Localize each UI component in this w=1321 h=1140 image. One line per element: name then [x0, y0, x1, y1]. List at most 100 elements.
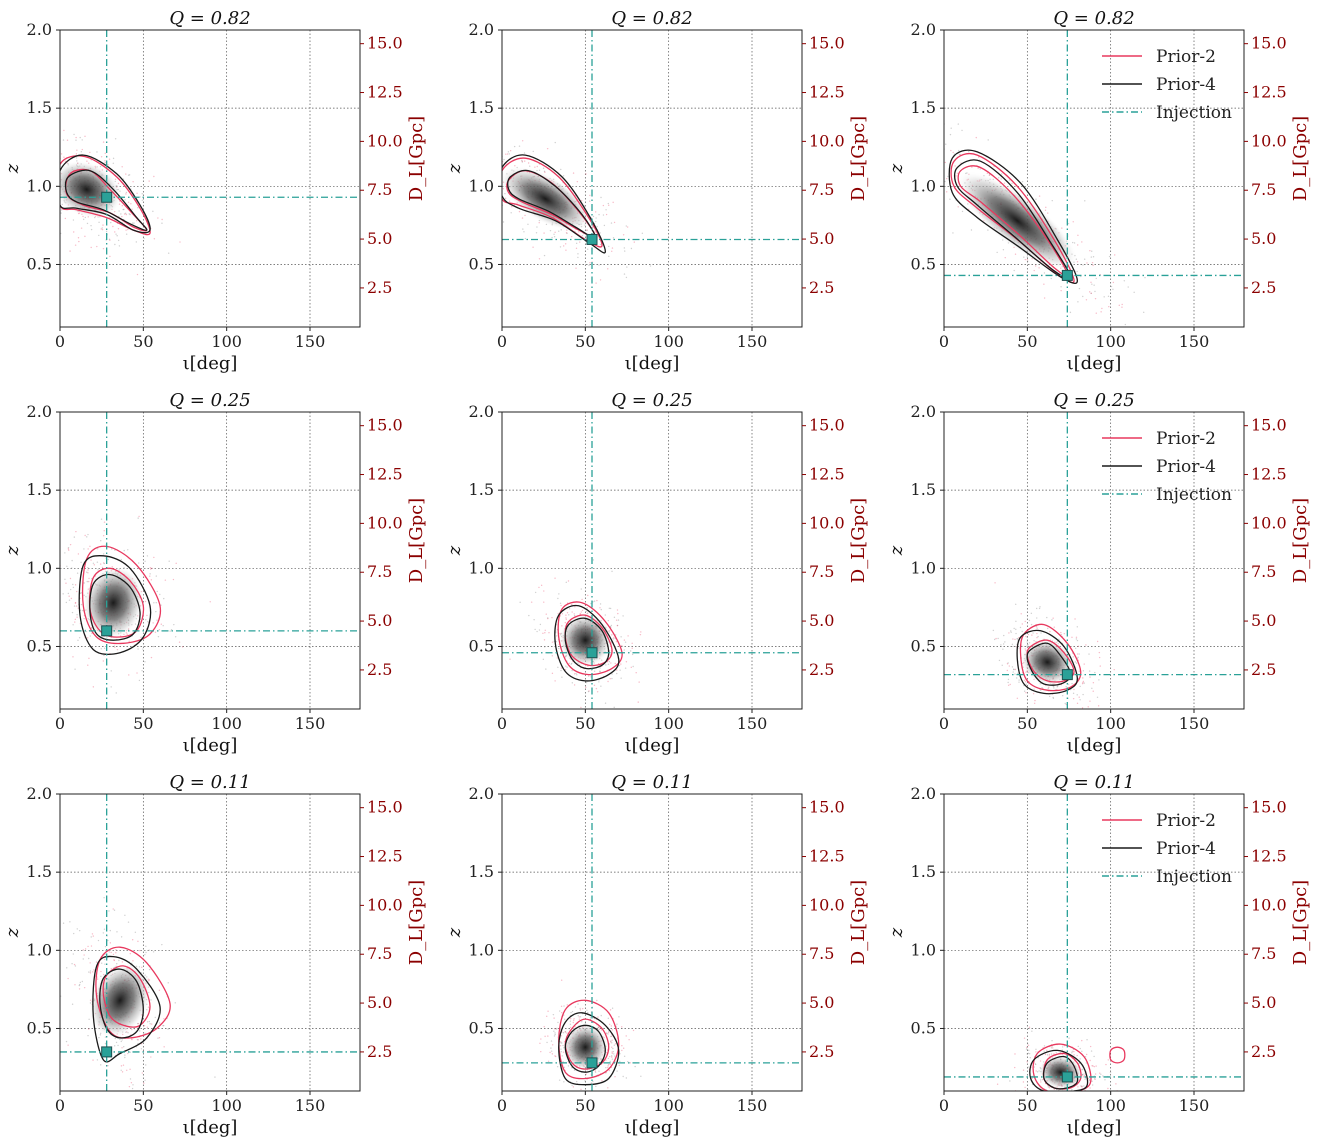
- y-tick-label: 1.0: [469, 176, 494, 195]
- x-tick-label: 50: [1017, 714, 1037, 733]
- legend-entry: Prior-2: [1156, 429, 1216, 449]
- x-tick-label: 150: [295, 714, 326, 733]
- y-right-tick-label: 12.5: [809, 465, 845, 484]
- y-axis-label: z: [2, 927, 23, 938]
- posterior-density: [502, 166, 591, 232]
- axes-frame: [501, 29, 803, 328]
- x-tick-label: 100: [653, 332, 684, 351]
- x-tick-label: 0: [497, 1096, 507, 1115]
- y-axis-label: z: [444, 927, 465, 938]
- y-right-tick-label: 5.0: [367, 611, 392, 630]
- x-tick-label: 50: [133, 714, 153, 733]
- y-tick-label: 0.5: [469, 254, 494, 273]
- y-right-tick-label: 2.5: [809, 660, 834, 679]
- y-right-tick-label: 5.0: [809, 229, 834, 248]
- posterior-density: [562, 1023, 608, 1071]
- y-right-tick-label: 10.0: [809, 895, 845, 914]
- y-axis-label: z: [886, 545, 907, 556]
- y-tick-label: 2.0: [911, 784, 936, 803]
- y-tick-label: 1.5: [911, 480, 936, 499]
- y-right-tick-label: 2.5: [809, 278, 834, 297]
- prior-4-contour: [99, 968, 144, 1039]
- posterior-density: [558, 613, 612, 667]
- prior-4-contour: [502, 154, 606, 254]
- y-right-tick-label: 10.0: [809, 513, 845, 532]
- y-right-axis-label: D_L[Gpc]: [406, 880, 427, 965]
- prior-2-contour: [1026, 639, 1075, 683]
- y-tick-label: 2.0: [27, 784, 52, 803]
- y-right-tick-label: 7.5: [367, 180, 392, 199]
- y-right-tick-label: 5.0: [809, 611, 834, 630]
- legend: Prior-2 Prior-4 Injection: [1102, 811, 1232, 887]
- axes-frame: [501, 411, 803, 710]
- axes-frame: [943, 29, 1245, 328]
- y-right-tick-label: 7.5: [367, 944, 392, 963]
- prior-4-contour: [1026, 642, 1072, 686]
- injection-marker: [101, 1046, 113, 1058]
- x-tick-label: 50: [133, 1096, 153, 1115]
- y-right-axis-label: D_L[Gpc]: [848, 880, 869, 965]
- y-axis-label: z: [2, 545, 23, 556]
- x-tick-label: 0: [55, 714, 65, 733]
- x-axis-label: ι[deg]: [1067, 735, 1122, 756]
- y-right-tick-label: 12.5: [1251, 83, 1287, 102]
- y-right-tick-label: 2.5: [367, 1042, 392, 1061]
- y-tick-label: 2.0: [27, 402, 52, 421]
- x-tick-label: 50: [575, 332, 595, 351]
- y-right-tick-label: 15.0: [367, 798, 403, 817]
- y-right-axis-label: D_L[Gpc]: [1290, 498, 1311, 583]
- x-tick-label: 150: [1179, 332, 1210, 351]
- y-tick-label: 1.0: [27, 176, 52, 195]
- x-tick-label: 50: [133, 332, 153, 351]
- x-tick-label: 100: [211, 714, 242, 733]
- y-right-tick-label: 7.5: [1251, 562, 1276, 581]
- y-right-tick-label: 15.0: [1251, 34, 1287, 53]
- x-tick-label: 150: [295, 1096, 326, 1115]
- x-tick-label: 0: [939, 332, 949, 351]
- injection-marker: [1061, 669, 1073, 681]
- x-tick-label: 150: [737, 1096, 768, 1115]
- y-right-tick-label: 2.5: [367, 660, 392, 679]
- x-tick-label: 0: [497, 714, 507, 733]
- axes-frame: [59, 793, 361, 1092]
- y-tick-label: 2.0: [469, 784, 494, 803]
- prior-2-contour: [1109, 1046, 1126, 1064]
- x-tick-label: 50: [575, 714, 595, 733]
- y-tick-label: 0.5: [469, 1018, 494, 1037]
- x-axis-label: ι[deg]: [625, 1117, 680, 1138]
- y-right-tick-label: 15.0: [1251, 416, 1287, 435]
- y-tick-label: 1.5: [911, 98, 936, 117]
- y-right-tick-label: 12.5: [1251, 465, 1287, 484]
- y-right-tick-label: 12.5: [367, 83, 403, 102]
- y-tick-label: 0.5: [469, 636, 494, 655]
- y-right-tick-label: 7.5: [367, 562, 392, 581]
- y-tick-label: 0.5: [911, 636, 936, 655]
- prior-4-contour: [558, 1012, 620, 1086]
- y-tick-label: 1.0: [469, 558, 494, 577]
- x-tick-label: 100: [653, 714, 684, 733]
- x-tick-label: 50: [575, 1096, 595, 1115]
- y-right-tick-label: 5.0: [809, 993, 834, 1012]
- subplot-title: Q = 0.82: [611, 8, 692, 29]
- y-right-tick-label: 5.0: [1251, 993, 1276, 1012]
- injection-marker: [1061, 269, 1073, 281]
- y-right-tick-label: 5.0: [1251, 229, 1276, 248]
- legend: Prior-2 Prior-4 Injection: [1102, 429, 1232, 505]
- y-right-tick-label: 10.0: [1251, 131, 1287, 150]
- y-tick-label: 1.0: [911, 558, 936, 577]
- y-right-axis-label: D_L[Gpc]: [1290, 880, 1311, 965]
- axes-frame: [943, 411, 1245, 710]
- y-tick-label: 1.0: [27, 558, 52, 577]
- x-axis-label: ι[deg]: [625, 735, 680, 756]
- y-right-tick-label: 2.5: [1251, 660, 1276, 679]
- y-tick-label: 2.0: [469, 20, 494, 39]
- y-tick-label: 1.5: [27, 862, 52, 881]
- x-axis-label: ι[deg]: [1067, 353, 1122, 374]
- axes-frame: [59, 411, 361, 710]
- y-tick-label: 0.5: [27, 1018, 52, 1037]
- y-axis-label: z: [444, 545, 465, 556]
- prior-4-contour: [1029, 1049, 1089, 1091]
- y-tick-label: 1.5: [469, 862, 494, 881]
- x-tick-label: 150: [737, 332, 768, 351]
- prior-2-contour: [95, 946, 171, 1039]
